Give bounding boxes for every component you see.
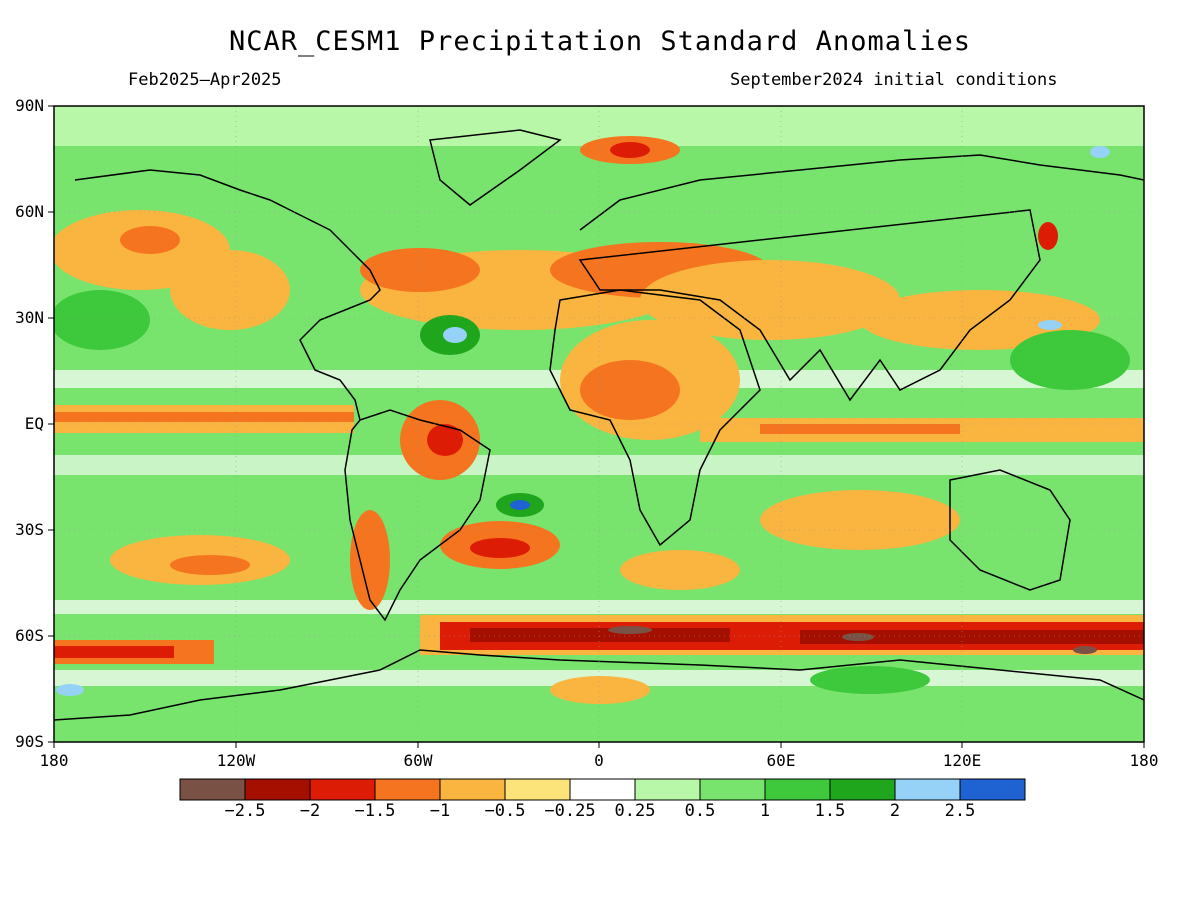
legend-swatch	[764, 778, 831, 801]
lon-label: 60E	[766, 751, 796, 770]
legend-swatch	[569, 778, 636, 801]
lon-label: 120W	[216, 751, 256, 770]
legend-swatch	[439, 778, 506, 801]
lon-label: 60W	[403, 751, 433, 770]
legend-label: −2.5	[224, 801, 266, 821]
legend-label: −2	[299, 801, 321, 821]
legend-swatch	[309, 778, 376, 801]
legend-label: 1	[759, 801, 771, 821]
legend-label: 0.25	[614, 801, 656, 821]
legend-label: 2	[889, 801, 901, 821]
lat-label: 60N	[15, 202, 44, 221]
lat-label: 60S	[15, 626, 44, 645]
lat-label: 30N	[15, 308, 44, 327]
legend-swatch	[894, 778, 961, 801]
anomaly-field	[54, 106, 1144, 742]
forecast-period: Feb2025–Apr2025	[128, 70, 282, 90]
legend-label: 1.5	[814, 801, 846, 821]
coastlines	[54, 129, 1144, 721]
map-title: NCAR_CESM1 Precipitation Standard Anomal…	[229, 26, 971, 57]
legend-label: 0.5	[684, 801, 716, 821]
legend-label: −0.5	[484, 801, 526, 821]
legend-swatch	[244, 778, 311, 801]
axis-ticks	[48, 105, 1145, 748]
legend-label: 2.5	[944, 801, 976, 821]
legend-label: −0.25	[544, 801, 596, 821]
grid-lines	[54, 106, 1144, 742]
legend-swatch	[634, 778, 701, 801]
lat-label: 90S	[15, 732, 44, 751]
legend-label: −1.5	[354, 801, 396, 821]
lon-label: 180	[39, 751, 69, 770]
legend-swatch	[504, 778, 571, 801]
legend-swatch	[179, 778, 246, 801]
legend-swatch	[829, 778, 896, 801]
lon-label: 0	[594, 751, 604, 770]
legend-swatch	[374, 778, 441, 801]
legend-swatch	[959, 778, 1026, 801]
lat-label: 90N	[15, 96, 44, 115]
legend-swatch	[699, 778, 766, 801]
lat-label: EQ	[24, 414, 44, 433]
lon-label: 120E	[942, 751, 982, 770]
lat-label: 30S	[15, 520, 44, 539]
initial-conditions: September2024 initial conditions	[730, 70, 1058, 90]
legend-colorbar	[179, 778, 1026, 801]
legend-label: −1	[429, 801, 451, 821]
lon-label: 180	[1129, 751, 1159, 770]
